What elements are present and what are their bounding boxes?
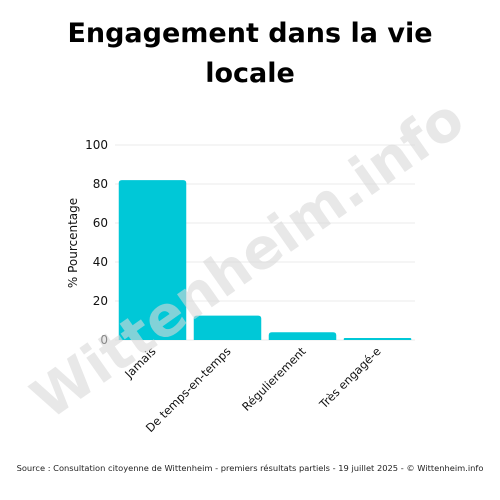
y-axis-ticks: 0 20 40 60 80 100	[85, 138, 108, 347]
x-tick-label: Régulierement	[239, 344, 309, 414]
y-tick-label: 40	[93, 255, 108, 269]
y-tick-label: 60	[93, 216, 108, 230]
chart-title-line: Engagement dans la vie	[67, 18, 433, 49]
y-tick-label: 0	[100, 333, 108, 347]
x-tick-label: Très engagé-e	[316, 344, 384, 412]
source-note: Source : Consultation citoyenne de Witte…	[16, 463, 484, 473]
y-tick-label: 80	[93, 177, 108, 191]
bar	[268, 332, 337, 340]
y-tick-label: 20	[93, 294, 108, 308]
y-axis-label: % Pourcentage	[66, 198, 80, 288]
y-tick-label: 100	[85, 138, 108, 152]
chart-title: Engagement dans la vie locale	[0, 14, 500, 94]
bar	[343, 338, 412, 340]
bar	[193, 315, 262, 340]
chart-title-line: locale	[205, 58, 295, 89]
bars	[118, 180, 412, 340]
bar	[118, 180, 187, 340]
